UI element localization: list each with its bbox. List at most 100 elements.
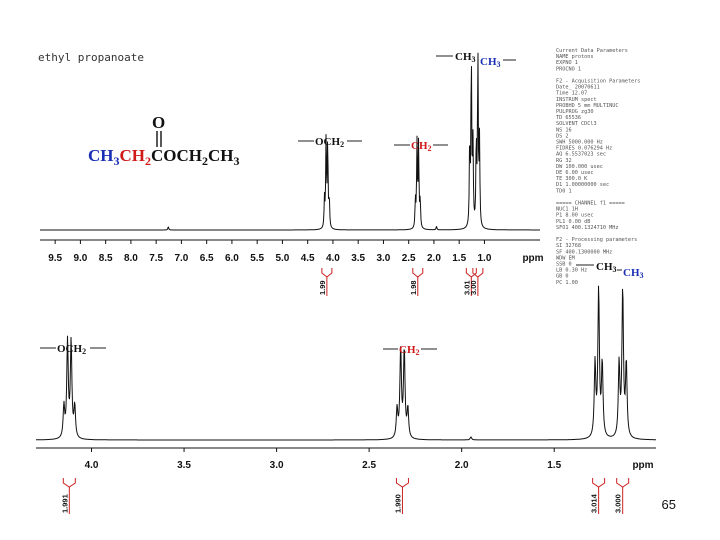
top-label-ch3-b: CH3 [480,56,501,69]
x-tick-label: 2.5 [362,460,376,471]
integral-marker: 1.991 [60,478,76,514]
param-line: PL1 0.00 dB [556,219,590,225]
integral-bracket [472,268,484,278]
param-line: FIDRES 0.076294 Hz [556,146,612,152]
spectrum-expanded: 4.0 3.5 3.0 2.5 2.0 1.5 ppm 1.991 1.990 3.014 3.00… [36,285,656,514]
x-tick-label: 2.0 [427,253,441,264]
param-line: Time 12.07 [556,91,587,97]
top-peak-labels: CH3 CH3 OCH2 CH2 [298,51,516,153]
x-tick-label: 8.5 [99,253,113,264]
x-tick-label: 7.5 [149,253,163,264]
integral-marker: 3.01 [462,268,477,296]
x-tick-label: 6.5 [200,253,214,264]
integral-bracket [62,478,76,488]
param-line: SWH 5000.000 Hz [556,140,603,146]
x-tick-label: 4.0 [85,460,99,471]
param-line: PC 1.00 [556,280,578,286]
param-line: RG 32 [556,158,572,164]
param-line: TE 300.0 K [556,176,588,182]
param-line: PROBHD 5 mm MULTINUC [556,103,618,109]
formula-sub-2: 2 [145,154,151,168]
top-label-och2: OCH2 [315,136,344,149]
integral-value: 1.98 [409,280,418,295]
integral-marker: 3.00 [469,268,484,296]
bottom-label-ch3-b: CH3 [623,267,644,280]
integral-marker: 1.990 [393,478,409,514]
param-line: LB 0.30 Hz [556,268,587,274]
top-label-ch3-a: CH3 [455,51,476,64]
param-line: GB 0 [556,274,569,280]
param-line: SOLVENT CDCl3 [556,121,597,127]
param-line: PROCNO 1 [556,66,581,72]
x-tick-label: 9.5 [48,253,62,264]
x-axis-unit-label: ppm [632,460,653,471]
integral-value: 3.000 [614,494,623,513]
integral-bracket [465,268,477,278]
compound-name: ethyl propanoate [38,51,144,64]
integral-marker: 3.014 [590,478,606,514]
x-tick-label: 1.5 [547,460,561,471]
x-tick-label: 3.5 [351,253,365,264]
bottom-label-ch2: CH2 [399,344,420,357]
x-tick-label: 1.0 [477,253,491,264]
formula-coch: COCH [151,146,202,165]
x-tick-label: 2.5 [402,253,416,264]
x-tick-label: 3.0 [376,253,390,264]
param-line: NS 16 [556,127,572,133]
param-line: NUC1 1H [556,207,578,213]
param-line: F2 - Processing parameters [556,237,637,243]
formula-ch-1: CH [88,146,114,165]
integral-bracket [321,268,333,278]
formula-sub-3: 2 [202,154,208,168]
param-line: SF 400.1300000 MHz [556,249,612,255]
x-tick-label: 3.0 [270,460,284,471]
formula-ch-2: CH [120,146,146,165]
x-axis-unit-label: ppm [522,253,543,264]
param-line: DS 2 [556,133,569,139]
x-tick-label: 8.0 [124,253,138,264]
formula-ch-4: CH [208,146,234,165]
structural-formula: O CH3CH2COCH2CH3 [88,113,240,168]
param-line: ===== CHANNEL f1 ===== [556,201,625,207]
param-line: SSB 0 [556,262,572,268]
x-tick-label: 9.0 [73,253,87,264]
formula-sub-4: 3 [234,154,240,168]
param-line: SFO1 400.1324710 MHz [556,225,618,231]
integral-marker: 1.99 [318,268,333,296]
param-line: AQ 6.5537023 sec [556,152,606,158]
param-line: DE 6.00 usec [556,170,593,176]
x-tick-label: 2.0 [455,460,469,471]
param-line: TD 65536 [556,115,581,121]
spectrum-trace [36,285,656,441]
spectrum-trace [40,52,540,231]
integral-value: 1.991 [60,494,69,513]
x-tick-label: 4.0 [326,253,340,264]
bottom-label-och2: OCH2 [57,343,86,356]
x-tick-label: 5.0 [275,253,289,264]
integral-value: 3.00 [469,280,478,295]
x-tick-label: 5.5 [250,253,264,264]
param-line: D1 1.00000000 sec [556,182,609,188]
param-line: P1 8.00 usec [556,213,593,219]
formula-text: CH3CH2COCH2CH3 [88,146,240,168]
carbonyl-oxygen: O [152,113,165,132]
spectrum-full: 9.5 9.0 8.5 8.0 7.5 7.0 6.5 6.0 5.5 5.0 4.5 4.0 3.5 3… [40,52,544,296]
bottom-peak-labels: CH3 CH3 OCH2 CH2 [40,261,644,357]
top-label-ch2: CH2 [411,140,432,153]
param-line: Date_ 20070611 [556,85,600,91]
integral-bracket [395,478,409,488]
integral-bracket [616,478,630,488]
param-line: NAME protons [556,54,593,60]
param-line: SI 32768 [556,243,581,249]
x-tick-label: 3.5 [177,460,191,471]
integral-marker: 1.98 [409,268,424,296]
integral-value: 1.990 [393,494,402,513]
integral-bracket [412,268,424,278]
param-line: DW 100.000 usec [556,164,603,170]
integral-value: 3.01 [462,280,471,295]
param-line: EXPNO 1 [556,60,578,66]
page-number: 65 [661,497,676,512]
x-tick-label: 4.5 [301,253,315,264]
